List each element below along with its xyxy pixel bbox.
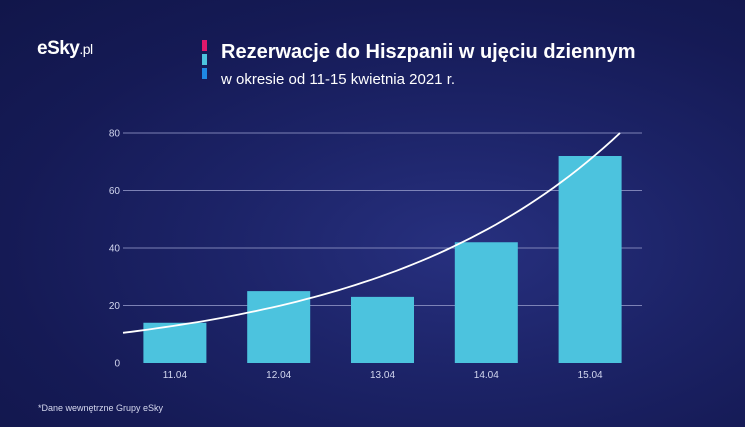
logo-main: eSky [37,38,80,59]
bar-12.04 [247,291,311,363]
esky-logo: eSky.pl [37,38,93,60]
y-tick-label-80: 80 [109,129,121,140]
accent-bar-blue [202,68,207,79]
y-tick-label-0: 0 [114,359,120,370]
y-tick-label-40: 40 [109,244,121,255]
x-tick-label-12.04: 12.04 [266,370,291,381]
y-tick-label-60: 60 [109,186,121,197]
chart-subtitle: w okresie od 11-15 kwietnia 2021 r. [221,71,456,88]
x-tick-label-13.04: 13.04 [370,370,395,381]
x-tick-label-14.04: 14.04 [474,370,499,381]
x-tick-label-15.04: 15.04 [578,370,603,381]
logo-tld: .pl [79,41,93,57]
bar-15.04 [558,156,622,363]
accent-bar-pink [202,40,207,51]
bar-13.04 [351,296,414,363]
chart-title: Rezerwacje do Hiszpanii w ujęciu dzienny… [221,41,636,63]
accent-bar-cyan [202,54,207,65]
footnote: *Dane wewnętrzne Grupy eSky [38,403,164,413]
trend-line [122,132,621,334]
title-accent-bars [202,40,207,82]
y-tick-label-20: 20 [109,301,121,312]
x-tick-label-11.04: 11.04 [163,370,188,381]
bar-14.04 [454,242,518,363]
